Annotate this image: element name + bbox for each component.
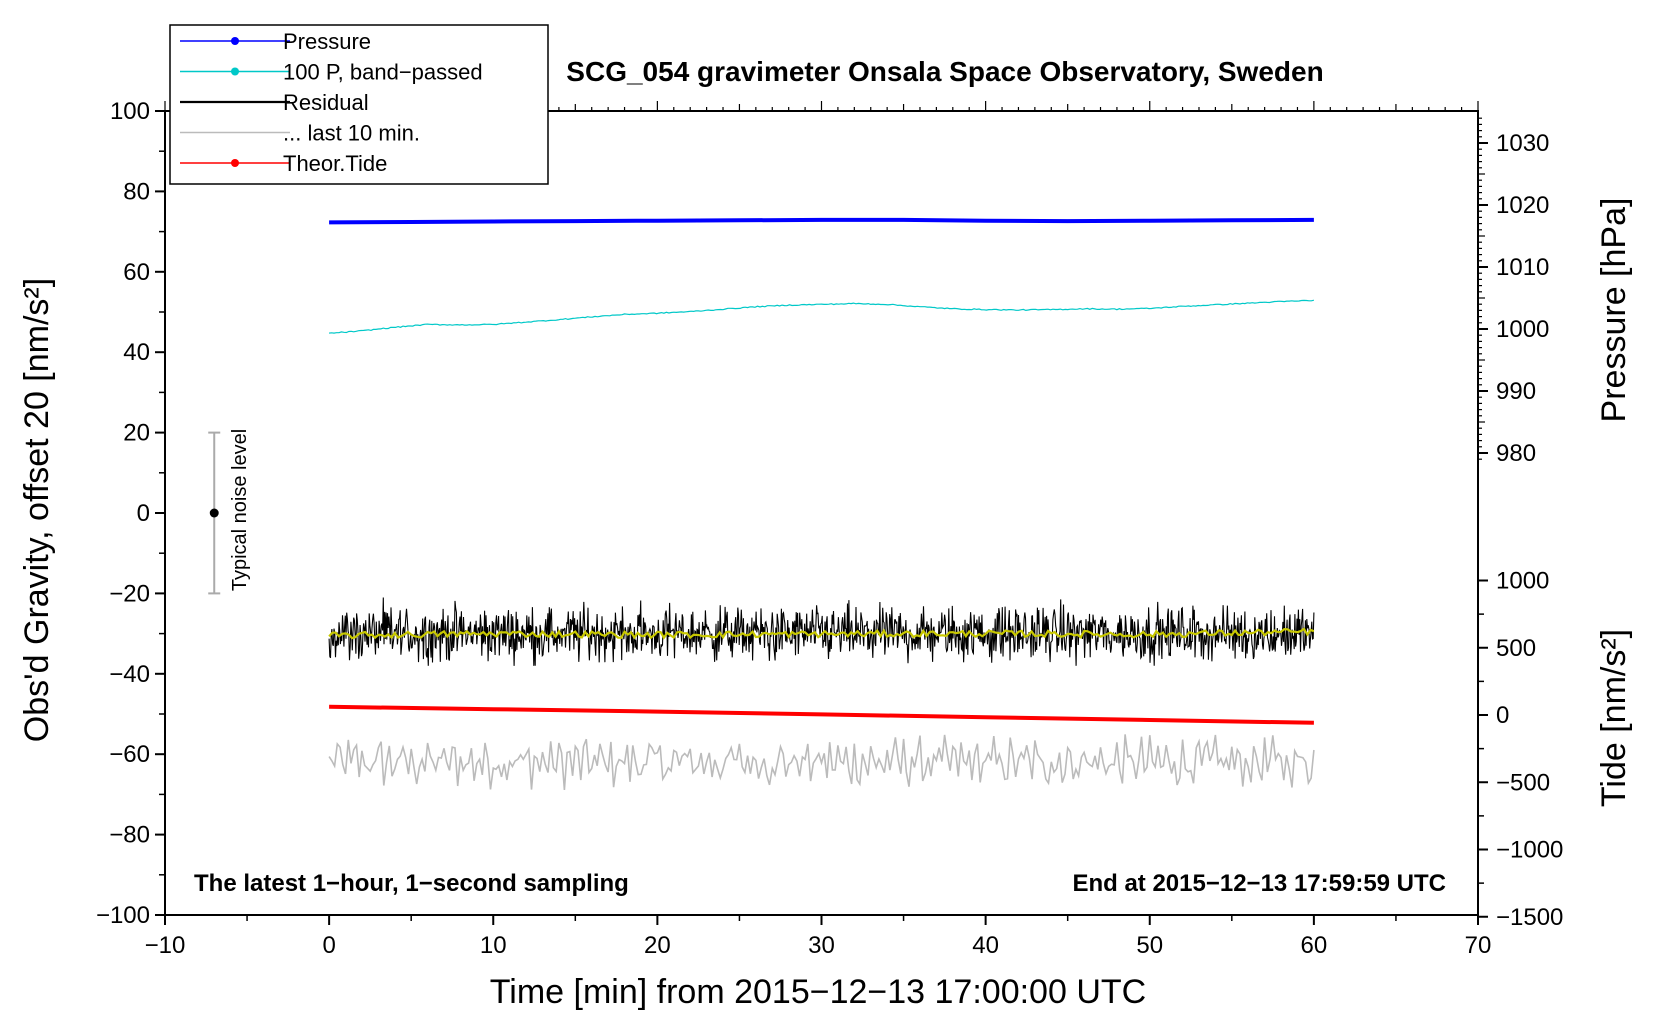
pressure-tick-label: 1010 bbox=[1496, 254, 1549, 281]
y-tick-label: 40 bbox=[123, 339, 150, 366]
labels-layer: SCG_054 gravimeter Onsala Space Observat… bbox=[18, 56, 1633, 1011]
y-tick-label: 100 bbox=[110, 98, 150, 125]
y-tick-label: 0 bbox=[137, 500, 150, 527]
series-theor-tide bbox=[329, 704, 1314, 725]
data-layer bbox=[208, 217, 1315, 790]
plot-frame bbox=[164, 110, 1479, 916]
legend-item-last-10-min: ... last 10 min. bbox=[180, 121, 420, 146]
noise-bar-center bbox=[209, 508, 219, 518]
tide-tick-label: 500 bbox=[1496, 635, 1536, 662]
pressure-axis-label: Pressure [hPa] bbox=[1595, 198, 1633, 423]
y-axis-label: Obs'd Gravity, offset 20 [nm/s²] bbox=[18, 278, 56, 742]
legend-box bbox=[169, 24, 549, 185]
pressure-tick-label: 1000 bbox=[1496, 316, 1549, 343]
x-tick-label: 30 bbox=[808, 932, 835, 959]
pressure-tick-label: 980 bbox=[1496, 440, 1536, 467]
legend-label: ... last 10 min. bbox=[283, 121, 420, 146]
tide-tick-label: −1000 bbox=[1496, 837, 1563, 864]
series-residual-smoothed bbox=[328, 627, 1315, 640]
series-residual bbox=[328, 597, 1315, 666]
note-right: End at 2015−12−13 17:59:59 UTC bbox=[1072, 870, 1446, 897]
x-tick-label: −10 bbox=[145, 932, 186, 959]
series-pressure bbox=[329, 217, 1314, 225]
tide-tick-label: 1000 bbox=[1496, 568, 1549, 595]
series-last-10-min bbox=[328, 734, 1315, 790]
legend-item-theor-tide: Theor.Tide bbox=[180, 151, 387, 176]
chart-title: SCG_054 gravimeter Onsala Space Observat… bbox=[566, 56, 1323, 87]
noise-label: Typical noise level bbox=[229, 429, 251, 591]
legend-item-pressure: Pressure bbox=[180, 29, 371, 54]
x-tick-label: 20 bbox=[644, 932, 671, 959]
y-tick-label: 80 bbox=[123, 178, 150, 205]
legend-label: 100 P, band−passed bbox=[283, 60, 483, 85]
y-tick-label: −100 bbox=[96, 902, 150, 929]
legend-item-residual: Residual bbox=[180, 90, 369, 115]
legend-label: Residual bbox=[283, 90, 369, 115]
tide-tick-label: −1500 bbox=[1496, 904, 1563, 931]
tide-tick-label: −500 bbox=[1496, 769, 1550, 796]
x-tick-label: 50 bbox=[1136, 932, 1163, 959]
x-axis-label: Time [min] from 2015−12−13 17:00:00 UTC bbox=[490, 973, 1146, 1011]
tide-tick-label: 0 bbox=[1496, 702, 1509, 729]
y-tick-label: 20 bbox=[123, 420, 150, 447]
y-tick-label: 60 bbox=[123, 259, 150, 286]
axes-layer: −10 0 10 20 30 40 50 60 70−100−80−60−40−20020406… bbox=[96, 98, 1563, 959]
y-tick-label: −60 bbox=[109, 741, 150, 768]
x-tick-label: 60 bbox=[1301, 932, 1328, 959]
pressure-tick-label: 1030 bbox=[1496, 130, 1549, 157]
series-band-passed-pressure bbox=[329, 299, 1315, 334]
x-tick-label: 10 bbox=[480, 932, 507, 959]
legend-label: Theor.Tide bbox=[283, 151, 387, 176]
legend-label: Pressure bbox=[283, 29, 371, 54]
pressure-tick-label: 990 bbox=[1496, 378, 1536, 405]
legend-swatch-marker bbox=[231, 159, 239, 167]
x-tick-label: 70 bbox=[1465, 932, 1492, 959]
legend: Pressure 100 P, band−passed Residual ... la… bbox=[169, 24, 549, 185]
x-tick-label: 0 bbox=[322, 932, 335, 959]
y-tick-label: −20 bbox=[109, 580, 150, 607]
y-tick-label: −40 bbox=[109, 661, 150, 688]
x-tick-label: 40 bbox=[972, 932, 999, 959]
note-left: The latest 1−hour, 1−second sampling bbox=[194, 870, 629, 897]
legend-swatch-marker bbox=[231, 37, 239, 45]
tide-axis-label: Tide [nm/s²] bbox=[1595, 629, 1633, 807]
pressure-tick-label: 1020 bbox=[1496, 192, 1549, 219]
y-tick-label: −80 bbox=[109, 822, 150, 849]
legend-item-100-p-band-passed: 100 P, band−passed bbox=[180, 60, 483, 85]
legend-swatch-marker bbox=[231, 67, 239, 76]
